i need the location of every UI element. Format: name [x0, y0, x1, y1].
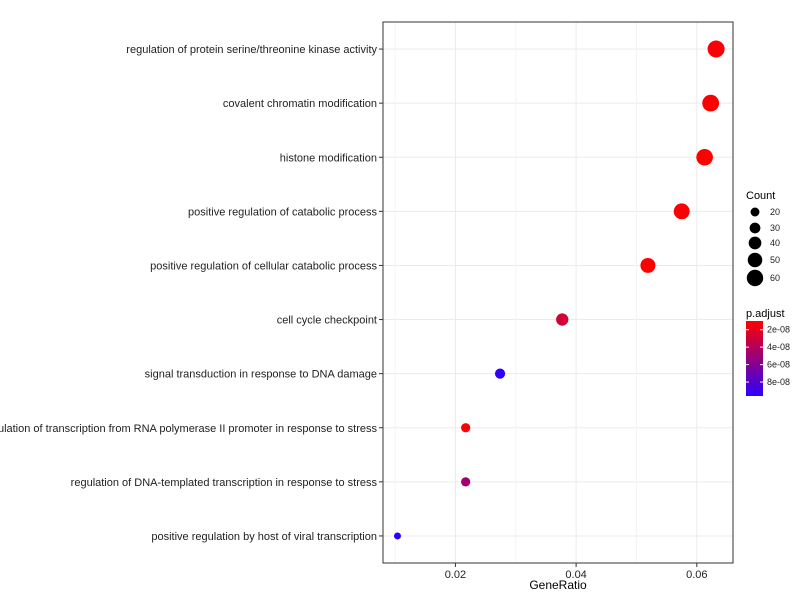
p-adjust-tick-label: 4e-08 — [767, 342, 790, 352]
count-legend-key — [749, 222, 761, 234]
y-tick-label: regulation of transcription from RNA pol… — [0, 423, 377, 435]
x-tick-label: 0.02 — [445, 569, 466, 581]
y-tick-label: covalent chromatin modification — [223, 98, 377, 110]
count-legend-label: 40 — [770, 238, 780, 248]
y-tick-label: histone modification — [280, 152, 377, 164]
y-tick-label: positive regulation of cellular cataboli… — [150, 260, 377, 272]
count-legend-key — [748, 236, 762, 250]
data-point — [640, 257, 656, 273]
p-adjust-colorbar — [746, 321, 763, 396]
count-legend-label: 60 — [770, 273, 780, 283]
data-point — [494, 368, 506, 379]
y-tick-label: regulation of DNA-templated transcriptio… — [71, 477, 378, 489]
data-point — [707, 40, 725, 58]
x-tick-label: 0.04 — [565, 569, 586, 581]
count-legend-key — [750, 207, 760, 217]
y-axis-ticks: regulation of protein serine/threonine k… — [0, 44, 383, 543]
y-tick-label: signal transduction in response to DNA d… — [145, 369, 377, 381]
data-point — [696, 148, 713, 166]
count-legend-label: 20 — [770, 207, 780, 217]
data-point — [556, 313, 569, 326]
y-tick-label: regulation of protein serine/threonine k… — [126, 44, 377, 56]
data-point — [461, 477, 471, 487]
data-point — [702, 94, 720, 112]
plot-panel-border — [382, 21, 734, 564]
p-adjust-tick-label: 2e-08 — [767, 325, 790, 335]
count-legend-title: Count — [746, 190, 775, 202]
count-legend-key — [746, 269, 764, 287]
grid-lines — [383, 22, 733, 563]
y-tick-label: positive regulation of catabolic process — [188, 206, 377, 218]
data-point — [461, 423, 471, 433]
count-legend-label: 30 — [770, 223, 780, 233]
p-adjust-tick-label: 8e-08 — [767, 377, 790, 387]
p-adjust-legend-title: p.adjust — [746, 308, 785, 320]
x-axis-ticks: 0.02 0.04 0.06 — [445, 563, 708, 581]
count-legend-label: 50 — [770, 255, 780, 265]
p-adjust-tick-label: 6e-08 — [767, 360, 790, 370]
count-legend-key — [747, 252, 763, 268]
data-point — [393, 532, 401, 540]
data-point — [673, 203, 690, 220]
p-adjust-legend: p.adjust 2e-08 4e-08 6e-08 8e-08 — [746, 308, 790, 396]
data-points — [393, 40, 725, 540]
count-legend: Count 20 30 40 50 60 — [746, 190, 780, 287]
y-tick-label: positive regulation by host of viral tra… — [151, 531, 377, 543]
x-axis-title: GeneRatio — [529, 578, 587, 592]
x-tick-label: 0.06 — [686, 569, 707, 581]
y-tick-label: cell cycle checkpoint — [277, 315, 377, 327]
